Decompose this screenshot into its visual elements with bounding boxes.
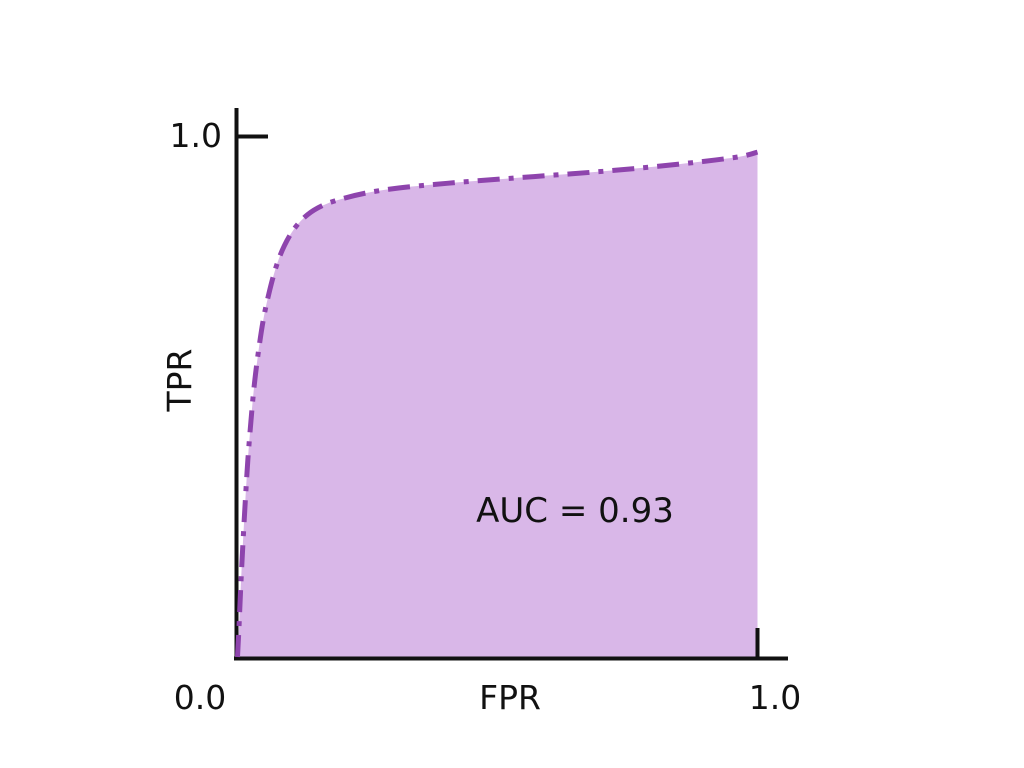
x-axis-title: FPR — [479, 678, 541, 717]
auc-annotation: AUC = 0.93 — [476, 491, 674, 531]
roc-area-fill — [237, 152, 758, 657]
y-tick-label-1: 1.0 — [170, 116, 222, 155]
y-axis-title: TPR — [160, 349, 199, 413]
roc-curve-line — [235, 149, 759, 658]
x-tick-label-1: 1.0 — [749, 678, 801, 717]
x-tick-label-0: 0.0 — [174, 678, 226, 717]
